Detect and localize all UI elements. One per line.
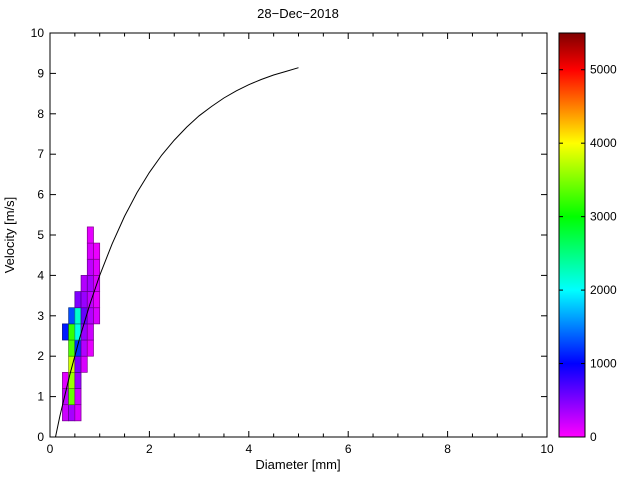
colorbar-tick-label: 2000 — [590, 283, 617, 297]
y-tick-label: 2 — [37, 349, 44, 363]
heatmap-cell — [68, 388, 76, 406]
x-tick-label: 2 — [146, 442, 153, 456]
y-tick-label: 7 — [37, 147, 44, 161]
heatmap-cell — [80, 355, 88, 373]
heatmap-cell — [80, 291, 88, 309]
heatmap-cell — [62, 372, 69, 389]
heatmap-cell — [74, 307, 82, 325]
heatmap-cell — [93, 307, 101, 325]
colorbar-tick-label: 1000 — [590, 357, 617, 371]
y-tick-label: 5 — [37, 228, 44, 242]
heatmap-cell — [86, 226, 94, 244]
x-tick-label: 6 — [345, 442, 352, 456]
y-tick-label: 8 — [37, 107, 44, 121]
heatmap-cell — [74, 372, 82, 389]
heatmap-cell — [80, 275, 88, 292]
heatmap-cell — [74, 355, 82, 373]
colorbar-tick-label: 5000 — [590, 63, 617, 77]
heatmap-cell — [68, 323, 76, 341]
heatmap-cell — [74, 291, 82, 309]
heatmap-cell — [86, 258, 94, 276]
y-axis-label: Velocity [m/s] — [2, 197, 17, 274]
colorbar: 0 1000 2000 3000 4000 5000 — [558, 32, 617, 444]
heatmap-cell — [74, 388, 82, 406]
colorbar-tick-label: 4000 — [590, 136, 617, 150]
y-tick-label: 4 — [37, 268, 44, 282]
heatmap-cell — [68, 404, 76, 422]
x-tick-label: 8 — [444, 442, 451, 456]
heatmap-cell — [93, 242, 101, 260]
heatmap-cell — [86, 339, 94, 357]
y-tick-label: 9 — [37, 66, 44, 80]
y-tick-label: 10 — [31, 26, 45, 40]
heatmap-cell — [68, 307, 76, 325]
x-tick-label: 0 — [47, 442, 54, 456]
colorbar-tick-label: 0 — [590, 430, 597, 444]
heatmap-cells-layer — [62, 226, 101, 422]
y-tick-label: 3 — [37, 309, 44, 323]
x-axis-label: Diameter [mm] — [255, 457, 340, 472]
y-tick-label: 6 — [37, 188, 44, 202]
y-tick-label: 1 — [37, 390, 44, 404]
x-tick-label: 4 — [245, 442, 252, 456]
heatmap-cell — [62, 404, 69, 422]
axes-layer: 0 2 4 6 8 10 0 1 2 3 4 5 6 7 8 9 10 — [31, 26, 554, 456]
colorbar-tick-label: 3000 — [590, 210, 617, 224]
heatmap-cell — [80, 339, 88, 357]
terminal-velocity-curve — [55, 67, 299, 438]
heatmap-cell — [86, 323, 94, 341]
heatmap-cell — [86, 275, 94, 292]
heatmap-cell — [86, 291, 94, 309]
heatmap-cell — [93, 291, 101, 309]
chart-title: 28−Dec−2018 — [257, 6, 339, 21]
curve-layer — [55, 67, 299, 438]
colorbar-body — [558, 32, 586, 438]
x-tick-label: 10 — [540, 442, 554, 456]
heatmap-cell — [62, 323, 69, 341]
heatmap-cell — [93, 258, 101, 276]
heatmap-cell — [74, 404, 82, 422]
plot-border — [49, 32, 548, 438]
heatmap-cell — [86, 242, 94, 260]
heatmap-cell — [68, 339, 76, 357]
y-tick-label: 0 — [37, 430, 44, 444]
